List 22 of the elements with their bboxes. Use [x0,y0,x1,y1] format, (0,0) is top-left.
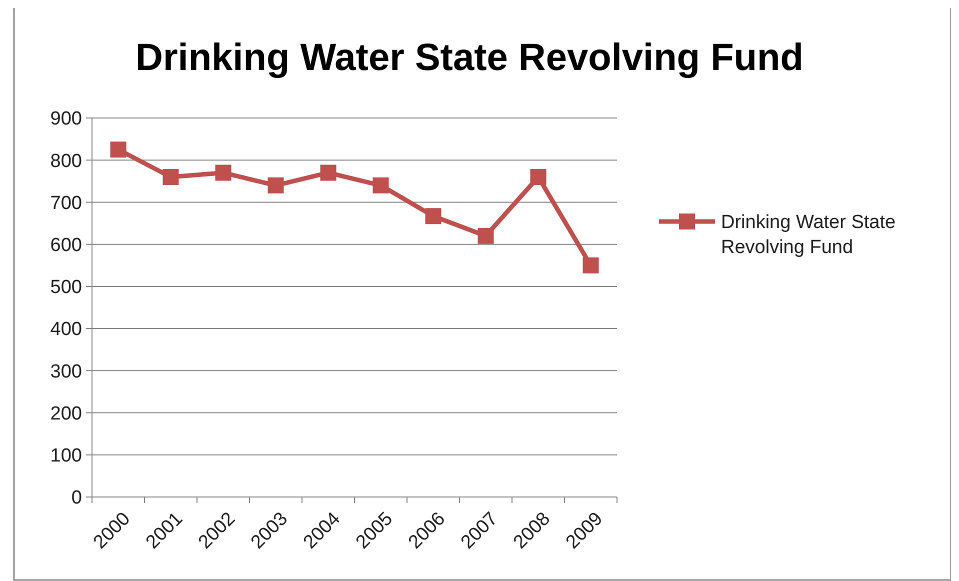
y-tick-label: 300 [50,361,82,382]
y-tick-label: 0 [71,488,82,509]
point [478,228,494,244]
point [582,257,599,274]
point [110,142,126,158]
point [320,164,336,181]
y-tick-label: 600 [50,234,82,256]
point [530,168,546,185]
y-tick-label: 200 [50,403,82,424]
point [372,177,389,194]
y-tick-label: 700 [50,192,82,214]
y-tick-label: 800 [50,150,82,172]
point [425,208,442,224]
point [268,177,284,194]
point [162,168,179,185]
y-tick-label: 500 [50,277,82,298]
y-tick-label: 100 [50,446,82,467]
y-tick-label: 900 [50,108,82,130]
chart-title: Drinking Water State Revolving Fund [136,37,804,79]
y-tick-label: 400 [50,319,82,340]
point [215,164,232,181]
legend-label: Drinking Water State Revolving Fund [721,212,896,258]
